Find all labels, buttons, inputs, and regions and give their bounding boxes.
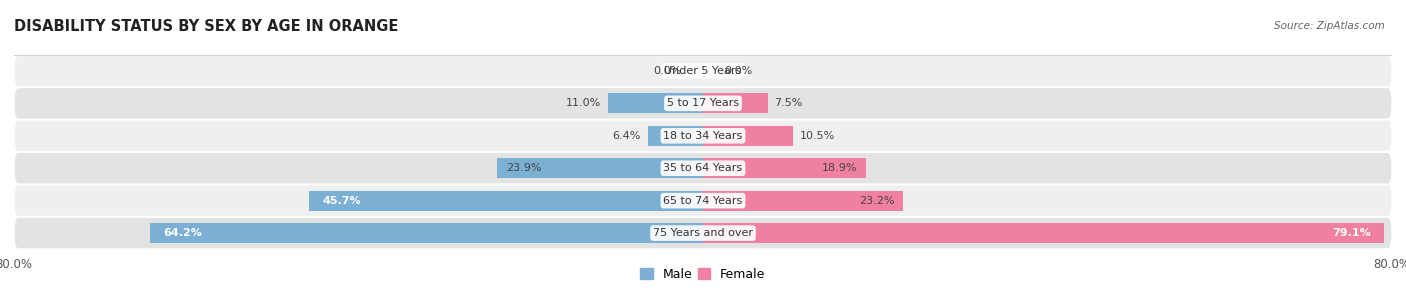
Bar: [609, 93, 703, 113]
FancyBboxPatch shape: [14, 217, 1392, 249]
FancyBboxPatch shape: [14, 120, 1392, 152]
Text: Source: ZipAtlas.com: Source: ZipAtlas.com: [1274, 21, 1385, 31]
FancyBboxPatch shape: [14, 88, 1392, 119]
Text: 0.0%: 0.0%: [724, 66, 752, 76]
Text: 45.7%: 45.7%: [322, 196, 361, 206]
Text: 35 to 64 Years: 35 to 64 Years: [664, 163, 742, 173]
Text: 7.5%: 7.5%: [775, 98, 803, 108]
Bar: [703, 223, 1384, 243]
Text: Under 5 Years: Under 5 Years: [665, 66, 741, 76]
Bar: [703, 191, 903, 211]
Text: 75 Years and over: 75 Years and over: [652, 228, 754, 238]
Bar: [150, 223, 703, 243]
Bar: [648, 126, 703, 146]
Text: 79.1%: 79.1%: [1333, 228, 1371, 238]
Text: 65 to 74 Years: 65 to 74 Years: [664, 196, 742, 206]
Bar: [498, 158, 703, 178]
FancyBboxPatch shape: [14, 55, 1392, 87]
Text: 23.2%: 23.2%: [859, 196, 894, 206]
Text: 11.0%: 11.0%: [567, 98, 602, 108]
Legend: Male, Female: Male, Female: [636, 263, 770, 286]
Bar: [309, 191, 703, 211]
Text: 5 to 17 Years: 5 to 17 Years: [666, 98, 740, 108]
Bar: [703, 93, 768, 113]
Text: 10.5%: 10.5%: [800, 131, 835, 141]
Text: 18 to 34 Years: 18 to 34 Years: [664, 131, 742, 141]
Text: 0.0%: 0.0%: [654, 66, 682, 76]
FancyBboxPatch shape: [14, 185, 1392, 216]
Text: DISABILITY STATUS BY SEX BY AGE IN ORANGE: DISABILITY STATUS BY SEX BY AGE IN ORANG…: [14, 19, 398, 34]
FancyBboxPatch shape: [14, 152, 1392, 184]
Text: 6.4%: 6.4%: [613, 131, 641, 141]
Text: 18.9%: 18.9%: [821, 163, 858, 173]
Text: 23.9%: 23.9%: [506, 163, 541, 173]
Bar: [703, 158, 866, 178]
Text: 64.2%: 64.2%: [163, 228, 202, 238]
Bar: [703, 126, 793, 146]
